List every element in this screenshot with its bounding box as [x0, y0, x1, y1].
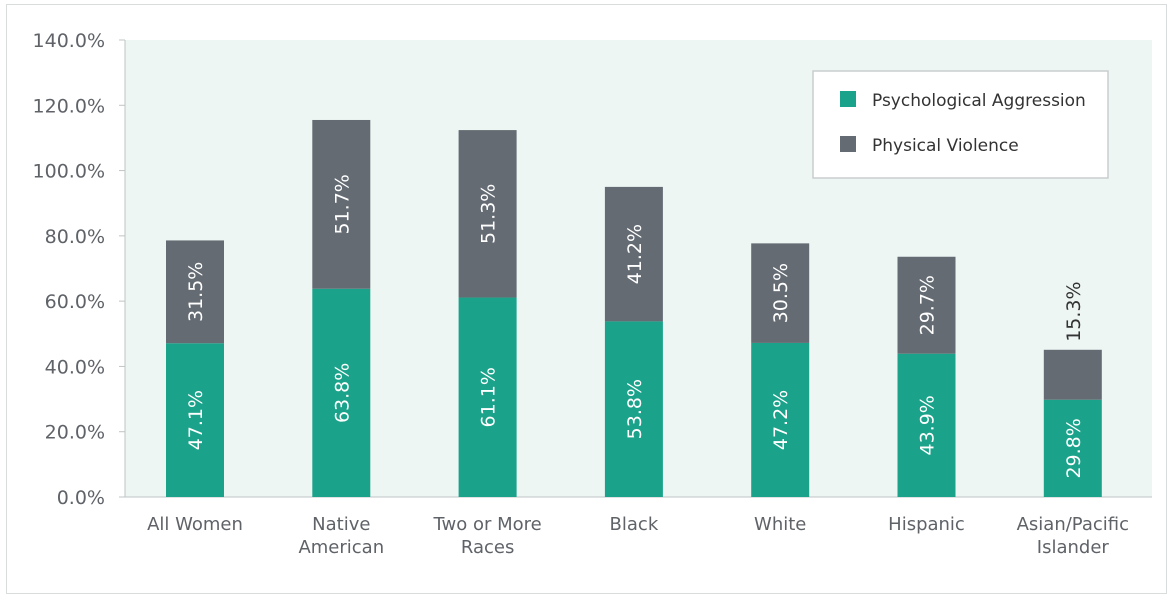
legend-swatch-psychological-aggression: [840, 91, 856, 107]
legend-swatch-physical-violence: [840, 136, 856, 152]
bar-physical-violence-asian-pacific-islander: [1043, 349, 1102, 400]
bar-value-label: 47.1%: [185, 390, 207, 450]
bar-psychological-aggression-black: [604, 321, 663, 497]
category-label-line: Native: [312, 514, 370, 535]
bar-physical-violence-black: [604, 186, 663, 322]
bar-psychological-aggression-hispanic: [897, 353, 956, 497]
y-tick-label: 140.0%: [33, 30, 105, 52]
y-tick-label: 40.0%: [45, 356, 105, 378]
category-label-line: Two or More: [432, 514, 541, 535]
y-tick-label: 100.0%: [33, 161, 105, 183]
bar-physical-violence-native-american: [312, 119, 371, 289]
bar-value-label: 61.1%: [478, 367, 500, 427]
y-tick-label: 0.0%: [57, 487, 105, 509]
category-label: White: [754, 514, 806, 535]
legend-label-psychological-aggression: Psychological Aggression: [872, 91, 1086, 111]
category-label: Native American: [298, 514, 384, 558]
bar-value-label: 29.8%: [1063, 418, 1085, 478]
bar-value-label: 51.7%: [331, 174, 353, 234]
y-tick-label: 60.0%: [45, 291, 105, 313]
bar-value-label: 15.3%: [1063, 281, 1085, 341]
category-label: Hispanic: [888, 514, 965, 535]
legend: Psychological Aggression Physical Violen…: [812, 70, 1109, 179]
axes: 0.0% 20.0% 40.0% 60.0% 80.0% 100.0% 120.0% 140.…: [33, 30, 1152, 509]
y-tick-label: 120.0%: [33, 95, 105, 117]
bar-value-label: 51.3%: [478, 184, 500, 244]
bar-psychological-aggression-native-american: [312, 288, 371, 497]
legend-label-physical-violence: Physical Violence: [872, 136, 1019, 156]
category-label: Asian/Pacific Islander: [1017, 514, 1129, 558]
bar-value-label: 29.7%: [917, 275, 939, 335]
bar-value-label: 43.9%: [917, 395, 939, 455]
bar-physical-violence-two-or-more-races: [458, 130, 517, 298]
bar-value-label: 47.2%: [770, 390, 792, 450]
bar-psychological-aggression-white: [751, 342, 810, 497]
bar-value-label: 31.5%: [185, 262, 207, 322]
bars: [166, 119, 1102, 497]
bar-psychological-aggression-all-women: [166, 343, 224, 497]
category-label-line: Islander: [1037, 537, 1110, 558]
category-labels: All Women Native American Two or More Races B…: [147, 514, 1129, 558]
category-label-line: Black: [610, 514, 659, 535]
category-label-line: All Women: [147, 514, 243, 535]
category-label-line: White: [754, 514, 806, 535]
bar-value-label: 63.8%: [331, 363, 353, 423]
category-label-line: American: [298, 537, 384, 558]
bar-value-label: 41.2%: [624, 224, 646, 284]
bar-psychological-aggression-two-or-more-races: [458, 297, 517, 497]
category-label-line: Hispanic: [888, 514, 965, 535]
bar-value-labels: 47.1% 31.5% 63.8% 51.7% 61.1% 51.3% 53.8% 41.2%…: [185, 174, 1085, 478]
bar-value-label: 53.8%: [624, 379, 646, 439]
category-label: Black: [610, 514, 659, 535]
category-label: Two or More Races: [432, 514, 541, 558]
legend-box: [812, 70, 1109, 179]
y-tick-label: 20.0%: [45, 422, 105, 444]
y-tick-label: 80.0%: [45, 226, 105, 248]
bar-physical-violence-hispanic: [897, 256, 956, 354]
bar-value-label: 30.5%: [770, 263, 792, 323]
bar-physical-violence-all-women: [166, 240, 224, 344]
bar-psychological-aggression-asian-pacific-islander: [1043, 399, 1102, 497]
bar-physical-violence-white: [751, 243, 810, 343]
category-label-line: Asian/Pacific: [1017, 514, 1129, 535]
category-label-line: Races: [461, 537, 515, 558]
category-label: All Women: [147, 514, 243, 535]
